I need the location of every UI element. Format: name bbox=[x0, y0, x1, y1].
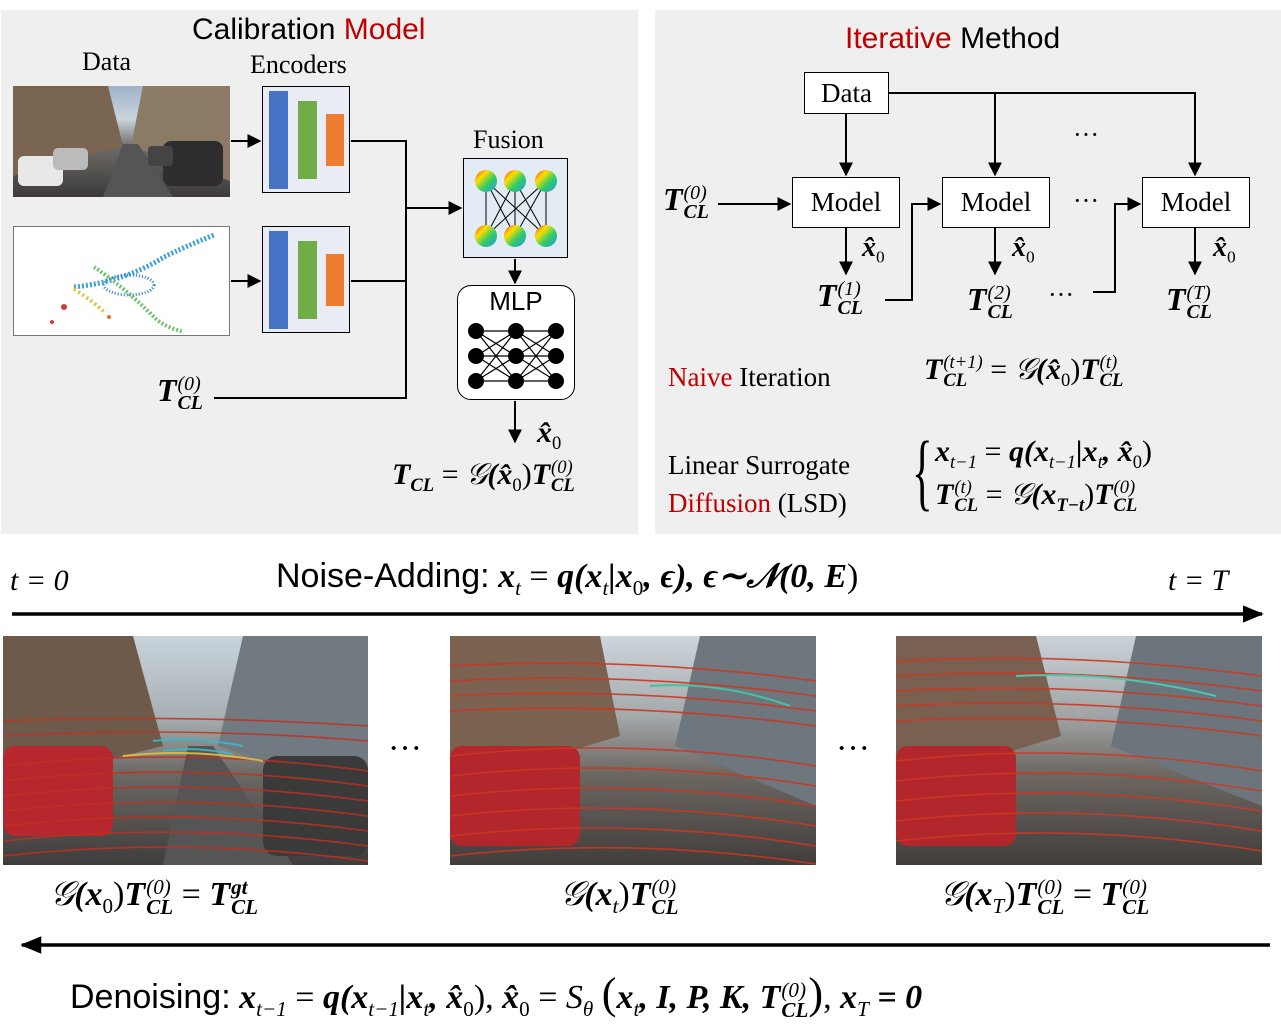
model-box-2: Model bbox=[942, 177, 1050, 228]
calibration-initial-pose: T (0) CL bbox=[157, 372, 203, 414]
point-cloud-encoder bbox=[262, 226, 350, 333]
iterative-panel-title: Iterative Method bbox=[845, 22, 1061, 55]
frame-xt-scene bbox=[450, 636, 816, 865]
naive-iteration-formula: T (t+1) CL = 𝒢(x̂0)T (t) CL bbox=[924, 352, 1124, 392]
encoders-label: Encoders bbox=[250, 50, 347, 79]
encoder-bar-orange bbox=[326, 254, 344, 306]
camera-image bbox=[13, 86, 230, 197]
calibration-connectors bbox=[214, 134, 522, 444]
calibration-x0-hat: x̂0 bbox=[537, 416, 562, 454]
noise-adding-formula: Noise-Adding: xt = q(xt|x0, ϵ), ϵ∼𝒩(0, E… bbox=[276, 557, 859, 600]
t-end-label: t = T bbox=[1168, 564, 1229, 597]
encoder-bar-orange bbox=[326, 114, 344, 166]
lsd-formula-1: xt−1 = q(xt−1|xt, x̂0) bbox=[935, 435, 1153, 473]
calibration-panel-title: Calibration Model bbox=[192, 13, 426, 46]
fusion-label: Fusion bbox=[473, 125, 544, 154]
frame-ellipsis-2: ··· bbox=[836, 730, 870, 767]
mlp-graphic bbox=[468, 323, 564, 389]
iterative-data-box: Data bbox=[804, 72, 889, 114]
fusion-block bbox=[463, 158, 568, 258]
mlp-label: MLP bbox=[489, 286, 543, 316]
iterative-connectors bbox=[718, 92, 1202, 301]
point-cloud-image bbox=[13, 226, 230, 336]
fusion-graphic bbox=[475, 170, 557, 247]
model-box-1: Model bbox=[792, 177, 900, 228]
frame-caption-xT: 𝒢(xT)T (0) CL = T (0) CL bbox=[940, 875, 1150, 920]
iter-t0: T (0) CL bbox=[663, 181, 709, 223]
iter-ellipsis-mid: ··· bbox=[1073, 186, 1099, 215]
lsd-label: Linear Surrogate Diffusion (LSD) bbox=[668, 450, 851, 518]
iter-t1: T (1) CL bbox=[817, 277, 863, 319]
frame-x0 bbox=[3, 636, 368, 865]
point-cloud-graphic bbox=[50, 232, 215, 334]
encoder-bar-blue bbox=[269, 231, 288, 329]
frame-ellipsis-1: ··· bbox=[388, 730, 422, 767]
frame-xT-scene bbox=[896, 636, 1262, 852]
frame-caption-xt: 𝒢(xt)T (0) CL bbox=[560, 875, 679, 920]
iter-tT: T (T) CL bbox=[1166, 281, 1212, 323]
data-label: Data bbox=[82, 47, 132, 76]
iter-x0-hat-1: x̂0 bbox=[862, 232, 885, 267]
iter-ellipsis-top: ··· bbox=[1073, 120, 1099, 149]
naive-iteration-label: Naive Iteration bbox=[668, 362, 831, 392]
lsd-brace: { bbox=[912, 423, 933, 519]
encoder-bar-green bbox=[298, 241, 317, 319]
image-encoder bbox=[262, 86, 350, 193]
frame-xt bbox=[450, 636, 816, 865]
denoising-formula: Denoising: xt−1 = q(xt−1|xt, x̂0), x̂0 =… bbox=[70, 969, 923, 1023]
iter-t2: T (2) CL bbox=[967, 281, 1013, 323]
camera-scene-graphic bbox=[13, 86, 230, 197]
encoder-bar-green bbox=[298, 101, 317, 179]
encoder-bar-blue bbox=[269, 91, 288, 189]
frame-x0-scene bbox=[3, 636, 368, 865]
iter-x0-hat-3: x̂0 bbox=[1213, 232, 1236, 267]
iter-x0-hat-2: x̂0 bbox=[1012, 232, 1035, 267]
frame-xT bbox=[896, 636, 1262, 865]
mlp-block: MLP bbox=[457, 285, 575, 400]
iterative-method-panel bbox=[655, 10, 1281, 534]
lsd-formula-2: T (t) CL = 𝒢(xT−t)T (0) CL bbox=[935, 477, 1138, 517]
t-start-label: t = 0 bbox=[10, 564, 69, 597]
iter-ellipsis-bottom: ··· bbox=[1048, 280, 1074, 309]
calibration-output-formula: TCL = 𝒢(x̂0)T (0) CL bbox=[392, 457, 575, 497]
